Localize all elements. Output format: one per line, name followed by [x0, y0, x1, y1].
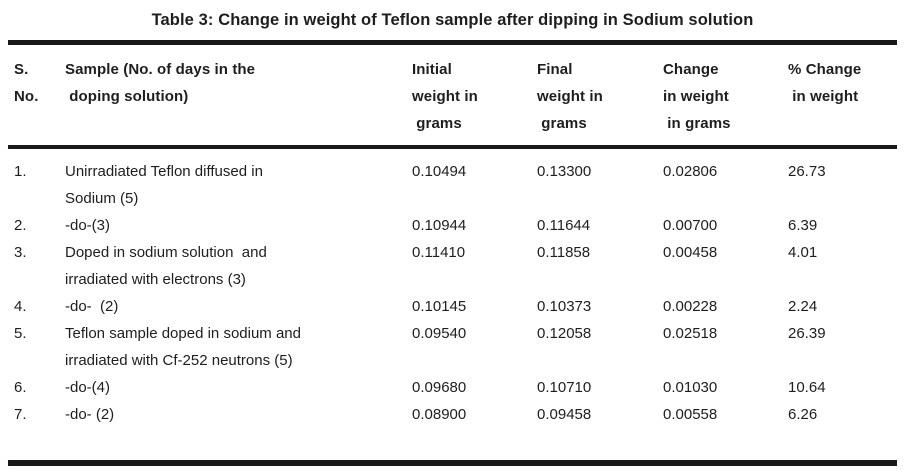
- header-serial-number: S. No.: [8, 42, 65, 149]
- cell-initial-weight: 0.10494: [412, 163, 467, 180]
- cell-final-weight: 0.13300: [537, 163, 592, 180]
- header-final-weight: Final weight in grams: [537, 42, 663, 149]
- cell-percent-change: 26.39: [788, 325, 826, 342]
- table-row: 7. -do- (2) 0.08900 0.09458 0.00558 6.26: [8, 401, 897, 463]
- cell-change-in-weight: 0.00558: [663, 406, 718, 423]
- cell-initial-weight: 0.11410: [412, 244, 466, 261]
- weight-change-table: S. No. Sample (No. of days in the doping…: [8, 40, 897, 466]
- cell-sample: Teflon sample doped in sodium and irradi…: [65, 325, 301, 369]
- cell-serial-number: 6.: [14, 379, 27, 396]
- cell-change-in-weight: 0.00458: [663, 244, 718, 261]
- cell-final-weight: 0.10710: [537, 379, 592, 396]
- table-row: 6. -do-(4) 0.09680 0.10710 0.01030 10.64: [8, 374, 897, 401]
- cell-initial-weight: 0.09680: [412, 379, 467, 396]
- cell-sample: Unirradiated Teflon diffused in Sodium (…: [65, 163, 263, 207]
- cell-serial-number: 7.: [14, 406, 27, 423]
- cell-change-in-weight: 0.00228: [663, 298, 718, 315]
- cell-serial-number: 1.: [14, 163, 27, 180]
- cell-sample: -do-(3): [65, 217, 111, 234]
- cell-final-weight: 0.10373: [537, 298, 592, 315]
- cell-percent-change: 6.26: [788, 406, 818, 423]
- cell-sample: -do- (2): [65, 298, 119, 315]
- cell-final-weight: 0.11858: [537, 244, 591, 261]
- table-row: 2. -do-(3) 0.10944 0.11644 0.00700 6.39: [8, 212, 897, 239]
- cell-final-weight: 0.12058: [537, 325, 592, 342]
- cell-serial-number: 5.: [14, 325, 27, 342]
- table-row: 4. -do- (2) 0.10145 0.10373 0.00228 2.24: [8, 293, 897, 320]
- cell-percent-change: 2.24: [788, 298, 818, 315]
- cell-change-in-weight: 0.01030: [663, 379, 718, 396]
- table-row: 5. Teflon sample doped in sodium and irr…: [8, 320, 897, 374]
- cell-percent-change: 4.01: [788, 244, 818, 261]
- cell-initial-weight: 0.10944: [412, 217, 467, 234]
- cell-change-in-weight: 0.02518: [663, 325, 718, 342]
- header-percent-change: % Change in weight: [788, 42, 897, 149]
- cell-percent-change: 6.39: [788, 217, 818, 234]
- cell-sample: -do-(4): [65, 379, 111, 396]
- table-row: 3. Doped in sodium solution and irradiat…: [8, 239, 897, 293]
- cell-change-in-weight: 0.00700: [663, 217, 718, 234]
- cell-sample: -do- (2): [65, 406, 115, 423]
- cell-serial-number: 2.: [14, 217, 27, 234]
- cell-percent-change: 26.73: [788, 163, 826, 180]
- cell-sample: Doped in sodium solution and irradiated …: [65, 244, 267, 288]
- cell-final-weight: 0.09458: [537, 406, 592, 423]
- header-change-in-weight: Change in weight in grams: [663, 42, 788, 149]
- cell-serial-number: 4.: [14, 298, 27, 315]
- cell-initial-weight: 0.10145: [412, 298, 467, 315]
- cell-initial-weight: 0.09540: [412, 325, 467, 342]
- cell-percent-change: 10.64: [788, 379, 826, 396]
- cell-initial-weight: 0.08900: [412, 406, 467, 423]
- cell-final-weight: 0.11644: [537, 217, 591, 234]
- header-sample: Sample (No. of days in the doping soluti…: [65, 42, 412, 149]
- table-row: 1. Unirradiated Teflon diffused in Sodiu…: [8, 147, 897, 212]
- cell-change-in-weight: 0.02806: [663, 163, 718, 180]
- header-row: S. No. Sample (No. of days in the doping…: [8, 42, 897, 149]
- header-initial-weight: Initial weight in grams: [412, 42, 537, 149]
- cell-serial-number: 3.: [14, 244, 27, 261]
- table-title: Table 3: Change in weight of Teflon samp…: [151, 11, 754, 29]
